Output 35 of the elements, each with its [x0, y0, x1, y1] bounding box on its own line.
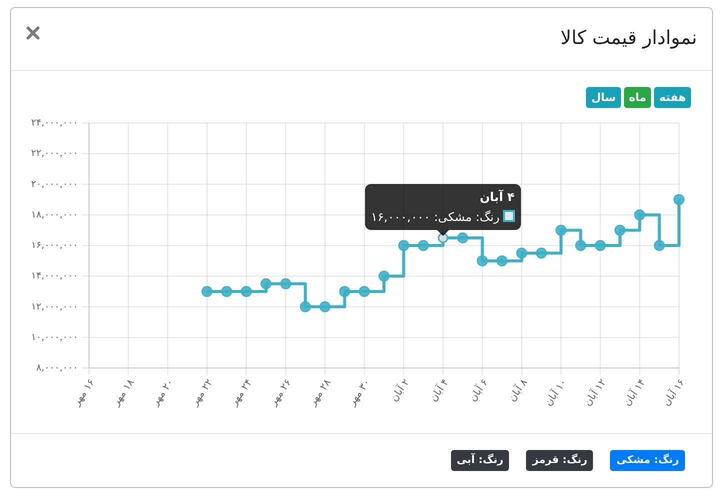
y-tick-label: ۲۲,۰۰۰,۰۰۰	[31, 148, 78, 160]
y-tick-label: ۱۴,۰۰۰,۰۰۰	[31, 270, 78, 282]
x-tick-label: ۲۰ مهر	[150, 377, 176, 408]
x-tick-label: ۲۶ مهر	[268, 377, 294, 408]
y-tick-label: ۲۰,۰۰۰,۰۰۰	[31, 178, 78, 190]
button: رنگ: آبی	[450, 450, 510, 471]
button: ماه	[624, 87, 652, 108]
button: سال	[586, 87, 621, 108]
x-tick-label: ۶ آبان	[468, 377, 491, 404]
annotation: ۴ آبان	[478, 190, 515, 204]
y-tick-label: ۸,۰۰۰,۰۰۰	[36, 362, 78, 374]
x-tick-label: ۱۰ آبان	[543, 377, 570, 408]
x-tick-label: ۸ آبان	[506, 377, 530, 404]
y-tick-label: ۱۰,۰۰۰,۰۰۰	[31, 332, 78, 343]
x-tick-label: ۲ آبان	[388, 377, 412, 404]
x-tick-label: ۲۲ مهر	[189, 377, 216, 408]
annotation: رنگ: مشکی: ۱۶,۰۰۰,۰۰۰	[371, 210, 500, 224]
x-tick-label: ۱۶ آبان	[661, 377, 688, 408]
x-tick-label: ۱۲ آبان	[582, 377, 609, 408]
y-tick-label: ۱۶,۰۰۰,۰۰۰	[31, 240, 78, 251]
title: نموادار قیمت کالا	[560, 26, 697, 50]
x-tick-label: ۱۶ مهر	[71, 377, 98, 408]
button: رنگ: مشکی	[610, 450, 685, 471]
x-tick-label: ۱۴ آبان	[622, 377, 648, 408]
button: رنگ: قرمز	[526, 450, 594, 471]
x-tick-label: ۳۰ مهر	[346, 377, 373, 408]
tooltip: ۴ آبان رنگ: مشکی: ۱۶,۰۰۰,۰۰۰	[365, 184, 521, 230]
y-tick-label: ۱۲,۰۰۰,۰۰۰	[31, 301, 78, 312]
y-tick-label: ۱۸,۰۰۰,۰۰۰	[31, 209, 78, 220]
x-tick-label: ۲۴ مهر	[228, 377, 255, 408]
button: هفته	[654, 87, 691, 108]
y-tick-label: ۲۴,۰۰۰,۰۰۰	[31, 118, 78, 128]
x-tick-label: ۲۸ مهر	[307, 377, 334, 408]
x-tick-label: ۴ آبان	[428, 377, 452, 404]
x-tick-label: ۱۸ مهر	[110, 377, 137, 408]
